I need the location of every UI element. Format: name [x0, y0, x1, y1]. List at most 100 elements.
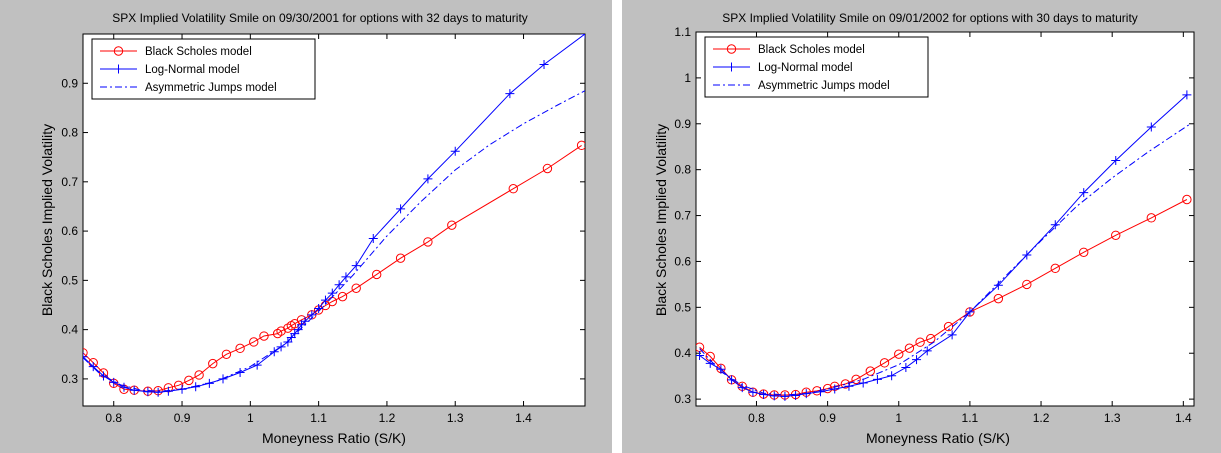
- data-point-black-scholes-model: [351, 283, 361, 293]
- data-point-black-scholes-model: [926, 333, 936, 344]
- data-point-black-scholes-model: [1050, 263, 1060, 274]
- data-point-black-scholes-model: [1022, 279, 1032, 290]
- data-point-log-normal-model: [539, 60, 549, 70]
- data-point-black-scholes-model: [395, 253, 406, 263]
- data-point-log-normal-model: [947, 330, 957, 340]
- y-tick-label: 0.9: [674, 117, 691, 131]
- data-point-black-scholes-model: [1146, 213, 1157, 223]
- data-point-log-normal-model: [98, 371, 108, 381]
- data-point-log-normal-model: [450, 146, 460, 156]
- data-point-log-normal-model: [872, 374, 882, 384]
- data-point-black-scholes-model: [447, 220, 457, 230]
- data-point-log-normal-model: [351, 261, 361, 271]
- axis-ticks: 0.8 0.9 1 1.1 1.2 1.3 1.4 0.3 0.4 0.5 0.6 0.7 0.8 0.9…: [674, 25, 1194, 425]
- data-point-black-scholes-model: [423, 237, 433, 247]
- y-tick-label: 1.1: [674, 25, 691, 39]
- data-point-black-scholes-model: [993, 293, 1004, 304]
- data-point-log-normal-model: [922, 346, 932, 356]
- data-point-log-normal-model: [83, 352, 88, 362]
- x-tick-label: 0.9: [819, 411, 836, 425]
- data-point-log-normal-model: [716, 364, 726, 374]
- series-line-asymmetric-jumps-model: [699, 123, 1191, 396]
- chart-2002: SPX Implied Volatility Smile on 09/01/20…: [653, 11, 1195, 446]
- data-point-log-normal-model: [993, 280, 1003, 290]
- legend-marker-log-normal-model: [727, 62, 736, 72]
- data-point-black-scholes-model: [904, 343, 915, 353]
- data-point-black-scholes-model: [290, 319, 300, 329]
- data-point-black-scholes-model: [272, 328, 283, 339]
- x-tick-label: 1.2: [1033, 411, 1050, 425]
- x-tick-label: 0.9: [174, 411, 191, 425]
- legend-label-black-scholes: Black Scholes model: [758, 44, 865, 56]
- data-point-log-normal-model: [396, 204, 406, 214]
- data-point-log-normal-model: [341, 272, 351, 282]
- data-point-black-scholes-model: [879, 358, 890, 368]
- y-tick-label: 0.8: [61, 126, 78, 140]
- data-point-black-scholes-model: [576, 140, 585, 151]
- data-point-log-normal-model: [1079, 188, 1089, 198]
- x-tick-label: 1.3: [1104, 411, 1121, 425]
- data-point-black-scholes-model: [1111, 230, 1121, 240]
- data-point-black-scholes-model: [235, 343, 245, 354]
- data-point-log-normal-model: [153, 387, 163, 397]
- data-point-black-scholes-model: [371, 269, 382, 280]
- x-tick-label: 1.3: [447, 411, 464, 425]
- data-point-black-scholes-model: [184, 375, 194, 386]
- data-point-log-normal-model: [505, 89, 515, 99]
- x-tick-label: 1.2: [379, 411, 396, 425]
- x-axis-label: Moneyness Ratio (S/K): [262, 430, 406, 446]
- x-axis-label: Moneyness Ratio (S/K): [866, 430, 1010, 446]
- legend-label-log-normal: Log-Normal model: [145, 64, 240, 76]
- chart-panel-2001: SPX Implied Volatility Smile on 09/30/20…: [0, 0, 612, 453]
- data-point-log-normal-model: [269, 347, 279, 357]
- legend-marker-black-scholes-model: [113, 46, 124, 56]
- data-point-log-normal-model: [320, 295, 330, 305]
- legend-label-asymmetric-jumps: Asymmetric Jumps model: [758, 80, 890, 92]
- data-point-log-normal-model: [737, 383, 747, 393]
- data-point-log-normal-model: [109, 377, 119, 387]
- data-point-log-normal-model: [791, 390, 801, 400]
- y-tick-label: 0.3: [674, 392, 691, 406]
- data-point-log-normal-model: [858, 378, 868, 388]
- data-point-log-normal-model: [901, 362, 911, 372]
- data-point-log-normal-model: [769, 391, 779, 401]
- data-point-black-scholes-model: [915, 337, 925, 347]
- data-point-log-normal-model: [830, 384, 840, 394]
- x-tick-label: 1: [247, 411, 254, 425]
- data-point-log-normal-model: [368, 233, 378, 243]
- y-tick-label: 0.4: [61, 323, 78, 337]
- data-point-log-normal-model: [191, 382, 201, 392]
- y-axis-label: Black Scholes Implied Volatility: [39, 124, 55, 316]
- series-line-asymmetric-jumps-model: [83, 90, 585, 392]
- y-tick-label: 0.9: [61, 76, 78, 90]
- y-tick-label: 0.3: [61, 372, 78, 386]
- data-point-log-normal-model: [1022, 250, 1032, 260]
- y-tick-label: 0.8: [674, 163, 691, 177]
- y-tick-label: 0.5: [674, 300, 691, 314]
- legend-marker-log-normal-model: [114, 64, 123, 74]
- data-point-log-normal-model: [119, 382, 129, 392]
- x-tick-label: 1.4: [1175, 411, 1192, 425]
- data-point-log-normal-model: [334, 280, 344, 290]
- data-point-log-normal-model: [965, 307, 975, 317]
- chart-title: SPX Implied Volatility Smile on 09/01/20…: [722, 11, 1138, 25]
- data-point-log-normal-model: [276, 342, 286, 352]
- x-tick-label: 1: [895, 411, 902, 425]
- data-point-log-normal-model: [780, 391, 790, 401]
- data-point-log-normal-model: [1182, 90, 1192, 100]
- data-point-black-scholes-model: [194, 370, 204, 380]
- data-point-black-scholes-model: [208, 358, 218, 369]
- data-point-black-scholes-model: [542, 163, 553, 174]
- series-group: [696, 90, 1192, 401]
- series-group: [83, 34, 585, 397]
- data-point-log-normal-model: [1050, 220, 1060, 230]
- chart-2001: SPX Implied Volatility Smile on 09/30/20…: [39, 11, 586, 446]
- data-point-black-scholes-model: [1182, 194, 1192, 205]
- x-tick-label: 0.8: [105, 411, 122, 425]
- data-point-black-scholes-model: [249, 337, 259, 347]
- data-point-log-normal-model: [143, 387, 153, 397]
- data-point-black-scholes-model: [865, 366, 876, 376]
- x-tick-label: 1.1: [962, 411, 979, 425]
- legend-marker-black-scholes-model: [726, 44, 737, 54]
- legend: Black Scholes model Log-Normal model Asy…: [704, 36, 929, 98]
